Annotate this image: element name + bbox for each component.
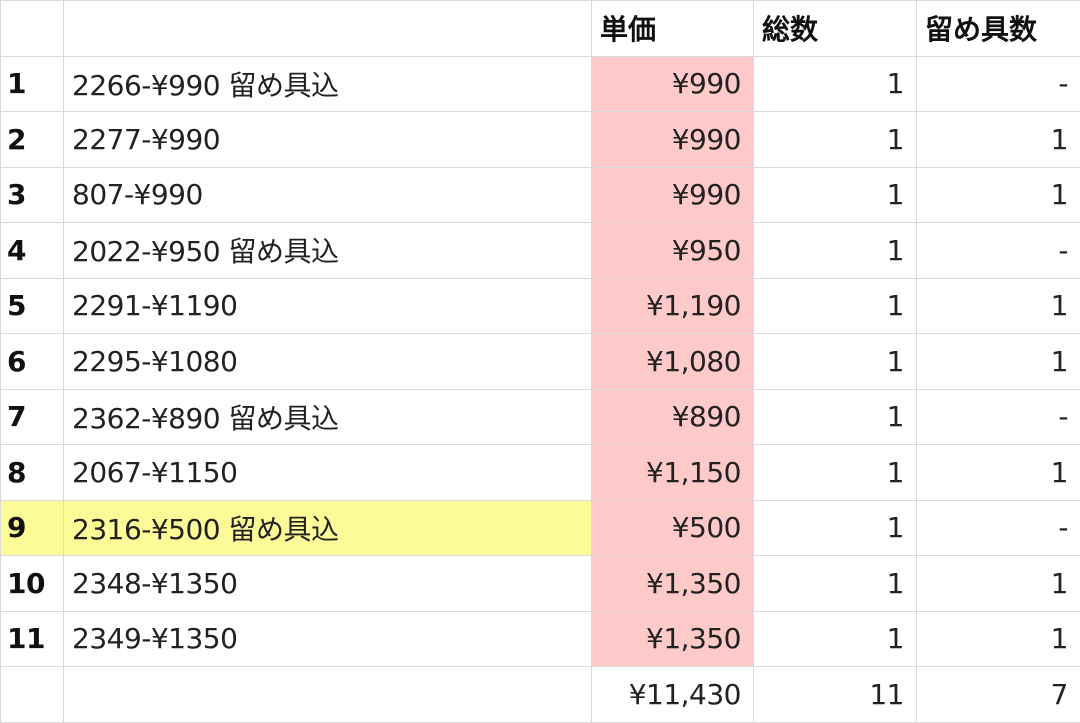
total-cell[interactable]: 1 xyxy=(754,611,917,667)
name-cell[interactable]: 2067-¥1150 xyxy=(64,445,592,501)
name-cell[interactable]: 807-¥990 xyxy=(64,167,592,223)
row-number-cell[interactable]: 1 xyxy=(1,56,64,112)
name-cell[interactable]: 2022-¥950 留め具込 xyxy=(64,223,592,279)
fasteners-cell[interactable]: 1 xyxy=(917,334,1080,390)
row-number-cell[interactable]: 2 xyxy=(1,112,64,168)
total-cell[interactable]: 1 xyxy=(754,167,917,223)
total-cell[interactable]: 1 xyxy=(754,112,917,168)
total-sum-cell[interactable]: 11 xyxy=(754,667,917,723)
price-cell[interactable]: ¥500 xyxy=(592,500,754,556)
total-cell[interactable]: 1 xyxy=(754,500,917,556)
price-cell[interactable]: ¥950 xyxy=(592,223,754,279)
price-cell[interactable]: ¥890 xyxy=(592,389,754,445)
header-name[interactable] xyxy=(64,1,592,57)
price-cell[interactable]: ¥1,080 xyxy=(592,334,754,390)
total-cell[interactable]: 1 xyxy=(754,334,917,390)
header-price[interactable]: 単価 xyxy=(592,1,754,57)
price-cell[interactable]: ¥990 xyxy=(592,112,754,168)
row-number-cell[interactable]: 3 xyxy=(1,167,64,223)
name-cell[interactable]: 2266-¥990 留め具込 xyxy=(64,56,592,112)
empty-cell[interactable] xyxy=(1,667,64,723)
price-total-cell[interactable]: ¥11,430 xyxy=(592,667,754,723)
row-number-cell[interactable]: 11 xyxy=(1,611,64,667)
fasteners-cell[interactable]: 1 xyxy=(917,445,1080,501)
price-cell[interactable]: ¥990 xyxy=(592,56,754,112)
name-cell[interactable]: 2277-¥990 xyxy=(64,112,592,168)
total-cell[interactable]: 1 xyxy=(754,223,917,279)
fasteners-cell[interactable]: - xyxy=(917,500,1080,556)
price-cell[interactable]: ¥1,190 xyxy=(592,278,754,334)
row-number-cell[interactable]: 7 xyxy=(1,389,64,445)
header-row: 単価 総数 留め具数 xyxy=(1,1,1080,57)
fasteners-cell[interactable]: 1 xyxy=(917,278,1080,334)
row-number-cell[interactable]: 4 xyxy=(1,223,64,279)
price-cell[interactable]: ¥1,350 xyxy=(592,611,754,667)
name-cell[interactable]: 2362-¥890 留め具込 xyxy=(64,389,592,445)
fasteners-cell[interactable]: 1 xyxy=(917,112,1080,168)
empty-cell[interactable] xyxy=(64,667,592,723)
total-cell[interactable]: 1 xyxy=(754,56,917,112)
row-number-cell[interactable]: 5 xyxy=(1,278,64,334)
header-fasteners[interactable]: 留め具数 xyxy=(917,1,1080,57)
name-cell[interactable]: 2349-¥1350 xyxy=(64,611,592,667)
header-index[interactable] xyxy=(1,1,64,57)
price-cell[interactable]: ¥990 xyxy=(592,167,754,223)
total-cell[interactable]: 1 xyxy=(754,389,917,445)
fasteners-cell[interactable]: - xyxy=(917,389,1080,445)
total-cell[interactable]: 1 xyxy=(754,556,917,612)
fasteners-cell[interactable]: 1 xyxy=(917,611,1080,667)
fasteners-cell[interactable]: 1 xyxy=(917,556,1080,612)
total-cell[interactable]: 1 xyxy=(754,445,917,501)
fasteners-sum-cell[interactable]: 7 xyxy=(917,667,1080,723)
fasteners-cell[interactable]: - xyxy=(917,223,1080,279)
name-cell[interactable]: 2316-¥500 留め具込 xyxy=(64,500,592,556)
fasteners-cell[interactable]: - xyxy=(917,56,1080,112)
fasteners-cell[interactable]: 1 xyxy=(917,167,1080,223)
name-cell[interactable]: 2295-¥1080 xyxy=(64,334,592,390)
row-number-cell[interactable]: 8 xyxy=(1,445,64,501)
header-total[interactable]: 総数 xyxy=(754,1,917,57)
total-cell[interactable]: 1 xyxy=(754,278,917,334)
name-cell[interactable]: 2291-¥1190 xyxy=(64,278,592,334)
price-cell[interactable]: ¥1,150 xyxy=(592,445,754,501)
price-cell[interactable]: ¥1,350 xyxy=(592,556,754,612)
name-cell[interactable]: 2348-¥1350 xyxy=(64,556,592,612)
row-number-cell[interactable]: 9 xyxy=(1,500,64,556)
row-number-cell[interactable]: 6 xyxy=(1,334,64,390)
row-number-cell[interactable]: 10 xyxy=(1,556,64,612)
